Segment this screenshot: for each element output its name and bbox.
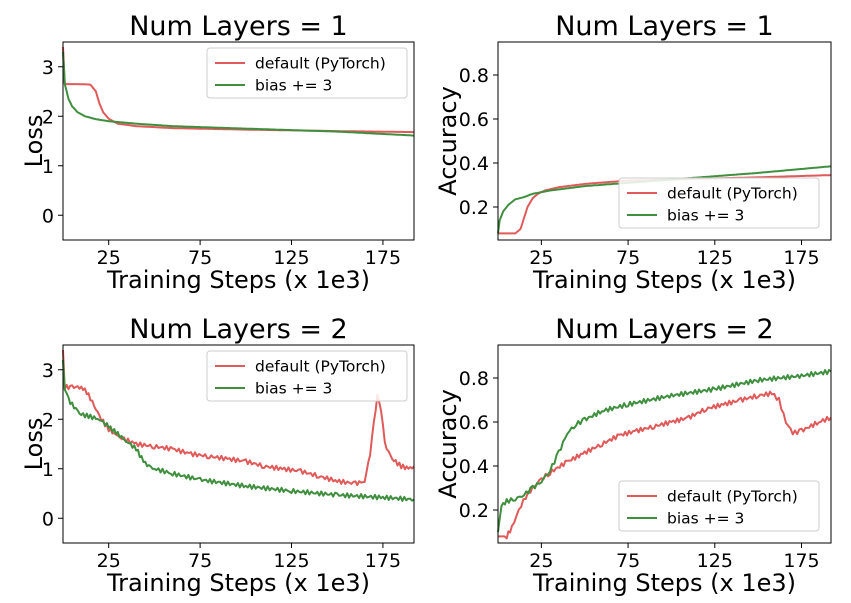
y-tick-label: 3 xyxy=(42,360,54,382)
legend-entry: bias += 3 xyxy=(667,207,744,225)
y-tick-label: 0.2 xyxy=(459,197,489,219)
y-tick-label: 0 xyxy=(42,508,54,530)
legend-entry: default (PyTorch) xyxy=(255,55,386,73)
x-axis-label: Training Steps (x 1e3) xyxy=(106,266,370,294)
legend-frame xyxy=(206,47,408,99)
x-tick-label: 25 xyxy=(97,247,121,269)
series-line-bias-plus-3 xyxy=(497,369,832,533)
chart-title: Num Layers = 1 xyxy=(555,11,774,42)
y-tick-label: 2 xyxy=(42,106,54,128)
y-tick-label: 0.8 xyxy=(459,368,489,390)
x-tick-label: 125 xyxy=(697,247,733,269)
series-line-default-pytorch xyxy=(62,46,414,134)
y-tick-label: 1 xyxy=(42,459,54,481)
legend-entry: default (PyTorch) xyxy=(667,488,798,506)
legend-frame xyxy=(206,350,408,402)
x-tick-label: 75 xyxy=(616,550,640,572)
y-tick-label: 0.6 xyxy=(459,109,489,131)
y-tick-label: 0.8 xyxy=(459,65,489,87)
panel-loss-2-layers: Num Layers = 2 Training Steps (x 1e3) Lo… xyxy=(20,314,415,597)
legend: default (PyTorch) bias += 3 xyxy=(618,177,820,229)
x-tick-label: 75 xyxy=(188,247,212,269)
legend: default (PyTorch) bias += 3 xyxy=(206,350,408,402)
x-tick-label: 25 xyxy=(529,550,553,572)
y-axis-label: Accuracy xyxy=(434,86,462,196)
x-tick-label: 175 xyxy=(365,247,401,269)
series-line-bias-plus-3 xyxy=(62,359,415,502)
legend-entry: default (PyTorch) xyxy=(255,358,386,376)
y-tick-label: 0.4 xyxy=(459,456,489,478)
legend-frame xyxy=(618,480,820,532)
series-line-bias-plus-3 xyxy=(62,51,415,137)
y-tick-label: 0 xyxy=(42,205,54,227)
y-axis-label: Loss xyxy=(20,115,48,168)
x-tick-label: 25 xyxy=(529,247,553,269)
legend-entry: bias += 3 xyxy=(255,77,332,95)
series-line-default-pytorch xyxy=(498,390,832,540)
y-axis-label: Accuracy xyxy=(434,389,462,499)
chart-title: Num Layers = 2 xyxy=(129,314,348,345)
chart-title: Num Layers = 2 xyxy=(555,314,774,345)
x-tick-label: 75 xyxy=(188,550,212,572)
x-tick-label: 175 xyxy=(783,550,819,572)
legend-entry: bias += 3 xyxy=(667,510,744,528)
axes-frame xyxy=(62,344,415,544)
legend-frame xyxy=(618,177,820,229)
panel-accuracy-1-layer: Num Layers = 1 Training Steps (x 1e3) Ac… xyxy=(434,11,832,294)
y-tick-label: 0.2 xyxy=(459,500,489,522)
y-tick-label: 1 xyxy=(42,156,54,178)
chart-title: Num Layers = 1 xyxy=(129,11,348,42)
x-tick-label: 125 xyxy=(273,550,309,572)
y-tick-label: 3 xyxy=(42,57,54,79)
x-tick-label: 125 xyxy=(697,550,733,572)
y-tick-label: 2 xyxy=(42,409,54,431)
axes-frame xyxy=(497,41,832,241)
x-axis-label: Training Steps (x 1e3) xyxy=(106,569,370,597)
x-tick-label: 125 xyxy=(273,247,309,269)
legend-entry: bias += 3 xyxy=(255,380,332,398)
series-line-default-pytorch xyxy=(62,349,415,487)
x-tick-label: 25 xyxy=(97,550,121,572)
axes-frame xyxy=(62,41,415,241)
y-tick-label: 0.4 xyxy=(459,153,489,175)
x-tick-label: 175 xyxy=(365,550,401,572)
x-axis-label: Training Steps (x 1e3) xyxy=(532,266,796,294)
legend: default (PyTorch) bias += 3 xyxy=(618,480,820,532)
panel-loss-1-layer: Num Layers = 1 Training Steps (x 1e3) Lo… xyxy=(20,11,415,294)
x-tick-label: 175 xyxy=(783,247,819,269)
x-tick-label: 75 xyxy=(616,247,640,269)
axes-frame xyxy=(497,344,832,544)
legend: default (PyTorch) bias += 3 xyxy=(206,47,408,99)
x-axis-label: Training Steps (x 1e3) xyxy=(532,569,796,597)
legend-entry: default (PyTorch) xyxy=(667,185,798,203)
panel-accuracy-2-layers: Num Layers = 2 Training Steps (x 1e3) Ac… xyxy=(434,314,832,597)
y-axis-label: Loss xyxy=(20,418,48,471)
y-tick-label: 0.6 xyxy=(459,412,489,434)
